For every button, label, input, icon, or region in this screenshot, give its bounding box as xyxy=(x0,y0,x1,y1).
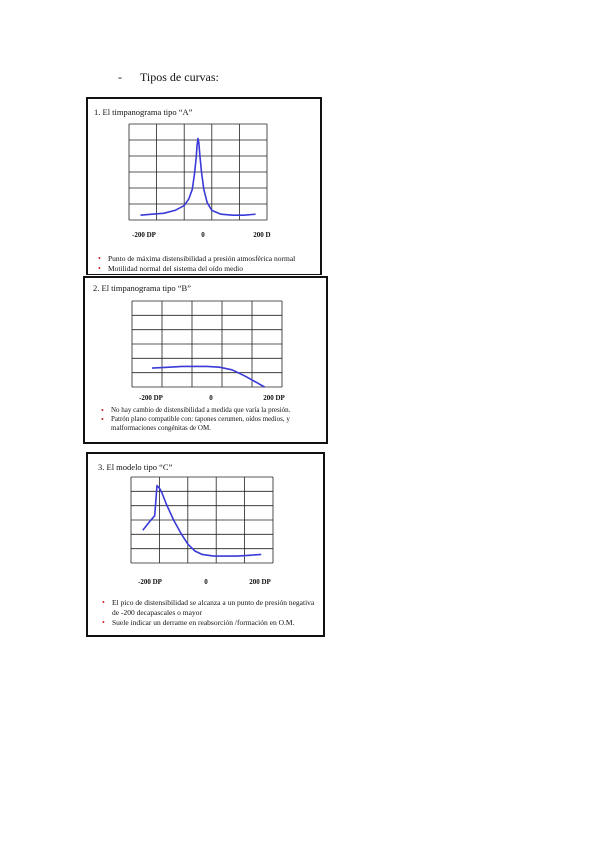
panel-title: 2. El timpanograma tipo “B” xyxy=(93,283,191,293)
x-tick-label: 200 DP xyxy=(249,578,271,586)
bullet-icon: • xyxy=(101,406,104,415)
panel-title: 1. El timpanograma tipo “A” xyxy=(94,107,193,117)
x-tick-label: 0 xyxy=(209,394,213,402)
bullet-icon: • xyxy=(102,598,105,607)
x-tick-label: 200 DP xyxy=(263,394,285,402)
section-heading: - Tipos de curvas: xyxy=(118,70,219,85)
heading-dash: - xyxy=(118,70,122,84)
list-item: • No hay cambio de distensibilidad a medi… xyxy=(101,406,291,415)
series-line xyxy=(151,365,265,388)
bullet-list: • Punto de máxima distensibilidad a presi… xyxy=(96,254,321,274)
list-item: • El pico de distensibilidad se alcanza a… xyxy=(102,598,315,617)
bullet-list: • El pico de distensibilidad se alcanza a… xyxy=(100,598,322,628)
list-item: • Punto de máxima distensibilidad a presi… xyxy=(98,254,296,263)
list-item: • Patrón plano compatible con: tapones ce… xyxy=(101,415,290,432)
x-tick-label: -200 DP xyxy=(132,231,157,239)
list-item: • Suele indicar un derrame en reabsorción… xyxy=(102,618,295,627)
panel-type-b: 2. El timpanograma tipo “B” -200 DP 0 200 … xyxy=(83,276,328,444)
bullet-icon: • xyxy=(102,618,105,627)
chart-type-c: -200 DP 0 200 DP xyxy=(130,476,274,586)
x-tick-label: -200 DP xyxy=(138,578,163,586)
x-tick-label: 0 xyxy=(201,231,205,239)
bullet-icon: • xyxy=(101,415,104,424)
x-tick-label: 200 DP xyxy=(253,231,271,239)
panel-title: 3. El modelo tipo “C” xyxy=(98,462,173,472)
bullet-icon: • xyxy=(98,264,101,273)
series-line xyxy=(140,137,256,216)
chart-type-a: -200 DP 0 200 DP xyxy=(128,123,271,239)
x-tick-label: 0 xyxy=(204,578,208,586)
x-tick-label: -200 DP xyxy=(139,394,164,402)
series-line xyxy=(142,484,262,557)
heading-text: Tipos de curvas: xyxy=(140,70,219,84)
bullet-icon: • xyxy=(98,254,101,263)
bullet-list: • No hay cambio de distensibilidad a medi… xyxy=(99,406,327,433)
panel-type-a: 1. El timpanograma tipo “A” -200 DP 0 200 … xyxy=(86,97,322,275)
panel-type-c: 3. El modelo tipo “C” -200 DP 0 200 DP • El… xyxy=(86,452,325,637)
chart-type-b: -200 DP 0 200 DP xyxy=(131,300,286,402)
list-item: • Motilidad normal del sistema del oído m… xyxy=(98,264,243,273)
